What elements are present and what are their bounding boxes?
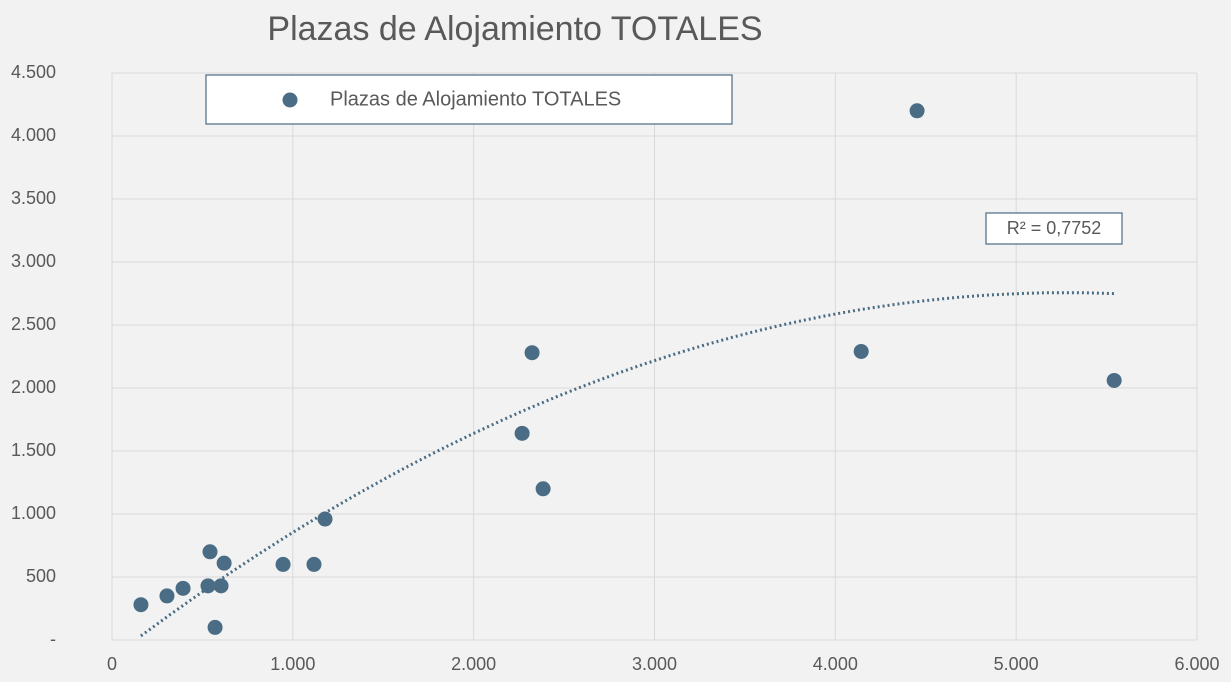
y-tick-label: 4.000 — [11, 125, 56, 145]
point — [1106, 372, 1122, 388]
point — [853, 343, 869, 359]
point — [200, 578, 216, 594]
y-tick-label: 1.500 — [11, 440, 56, 460]
y-tick-label: 3.000 — [11, 251, 56, 271]
y-tick-label: 3.500 — [11, 188, 56, 208]
point — [213, 578, 229, 594]
trendline-label: R² = 0,7752 — [1007, 218, 1102, 238]
x-tick-label: 5.000 — [994, 654, 1039, 674]
point — [535, 481, 551, 497]
point — [306, 556, 322, 572]
y-tick-label: 2.500 — [11, 314, 56, 334]
point — [207, 619, 223, 635]
trendline — [140, 291, 1115, 638]
point — [275, 556, 291, 572]
point — [909, 103, 925, 119]
legend-marker — [282, 92, 298, 108]
y-tick-label: 500 — [26, 566, 56, 586]
trendline-label-box — [985, 212, 1123, 245]
point — [202, 544, 218, 560]
x-tick-label: 2.000 — [451, 654, 496, 674]
x-tick-label: 6.000 — [1174, 654, 1219, 674]
point — [159, 588, 175, 604]
legend-label: Plazas de Alojamiento TOTALES — [330, 88, 621, 110]
x-tick-label: 4.000 — [813, 654, 858, 674]
point — [216, 555, 232, 571]
y-tick-label: 1.000 — [11, 503, 56, 523]
point — [317, 511, 333, 527]
y-tick-label: - — [50, 629, 56, 649]
point — [514, 425, 530, 441]
x-tick-label: 0 — [107, 654, 117, 674]
x-tick-label: 3.000 — [632, 654, 677, 674]
point — [175, 580, 191, 596]
point — [133, 597, 149, 613]
chart-title: Plazas de Alojamiento TOTALES — [267, 10, 762, 48]
y-tick-label: 2.000 — [11, 377, 56, 397]
point — [524, 345, 540, 361]
y-tick-label: 4.500 — [11, 62, 56, 82]
x-tick-label: 1.000 — [270, 654, 315, 674]
